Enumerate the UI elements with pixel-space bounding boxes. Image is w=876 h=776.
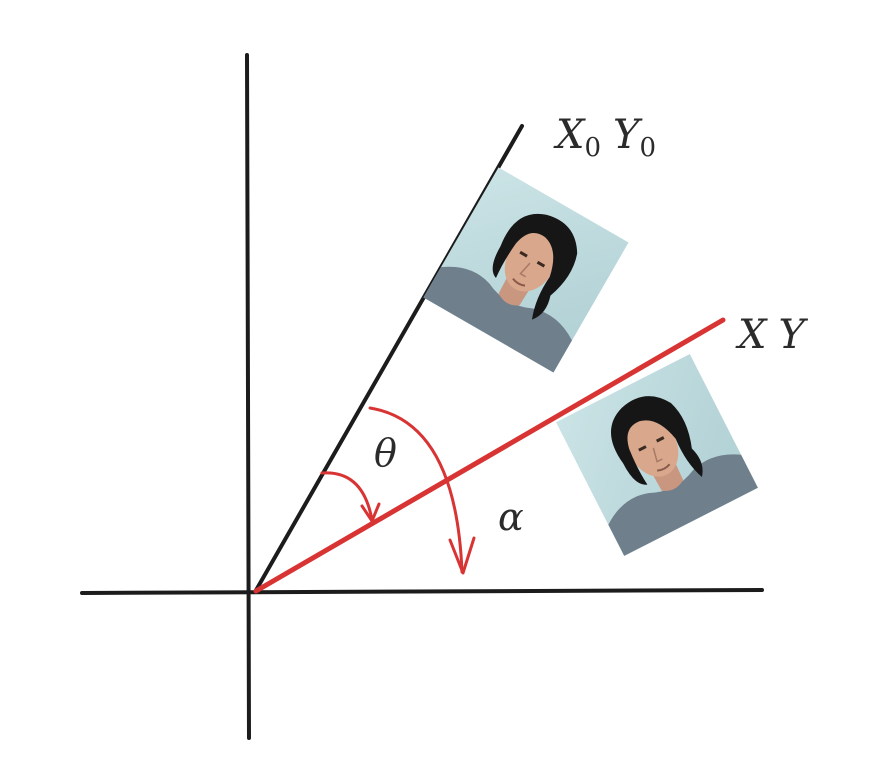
portrait-photo-original: [422, 166, 630, 374]
alpha-arrowhead: [448, 536, 476, 575]
original-axis-line: [253, 124, 524, 594]
vertical-axis: [245, 53, 251, 740]
portrait-photo-rotated: [555, 353, 759, 557]
original-axis-label: X0 Y0: [553, 112, 656, 163]
alpha-arc-arrow: [368, 406, 464, 574]
horizontal-axis: [80, 588, 764, 595]
theta-arrowhead: [360, 502, 381, 523]
rotated-axis-line: [253, 317, 726, 594]
theta-label: θ: [374, 431, 397, 475]
alpha-label: α: [498, 495, 524, 539]
theta-arc-arrow: [320, 471, 374, 522]
